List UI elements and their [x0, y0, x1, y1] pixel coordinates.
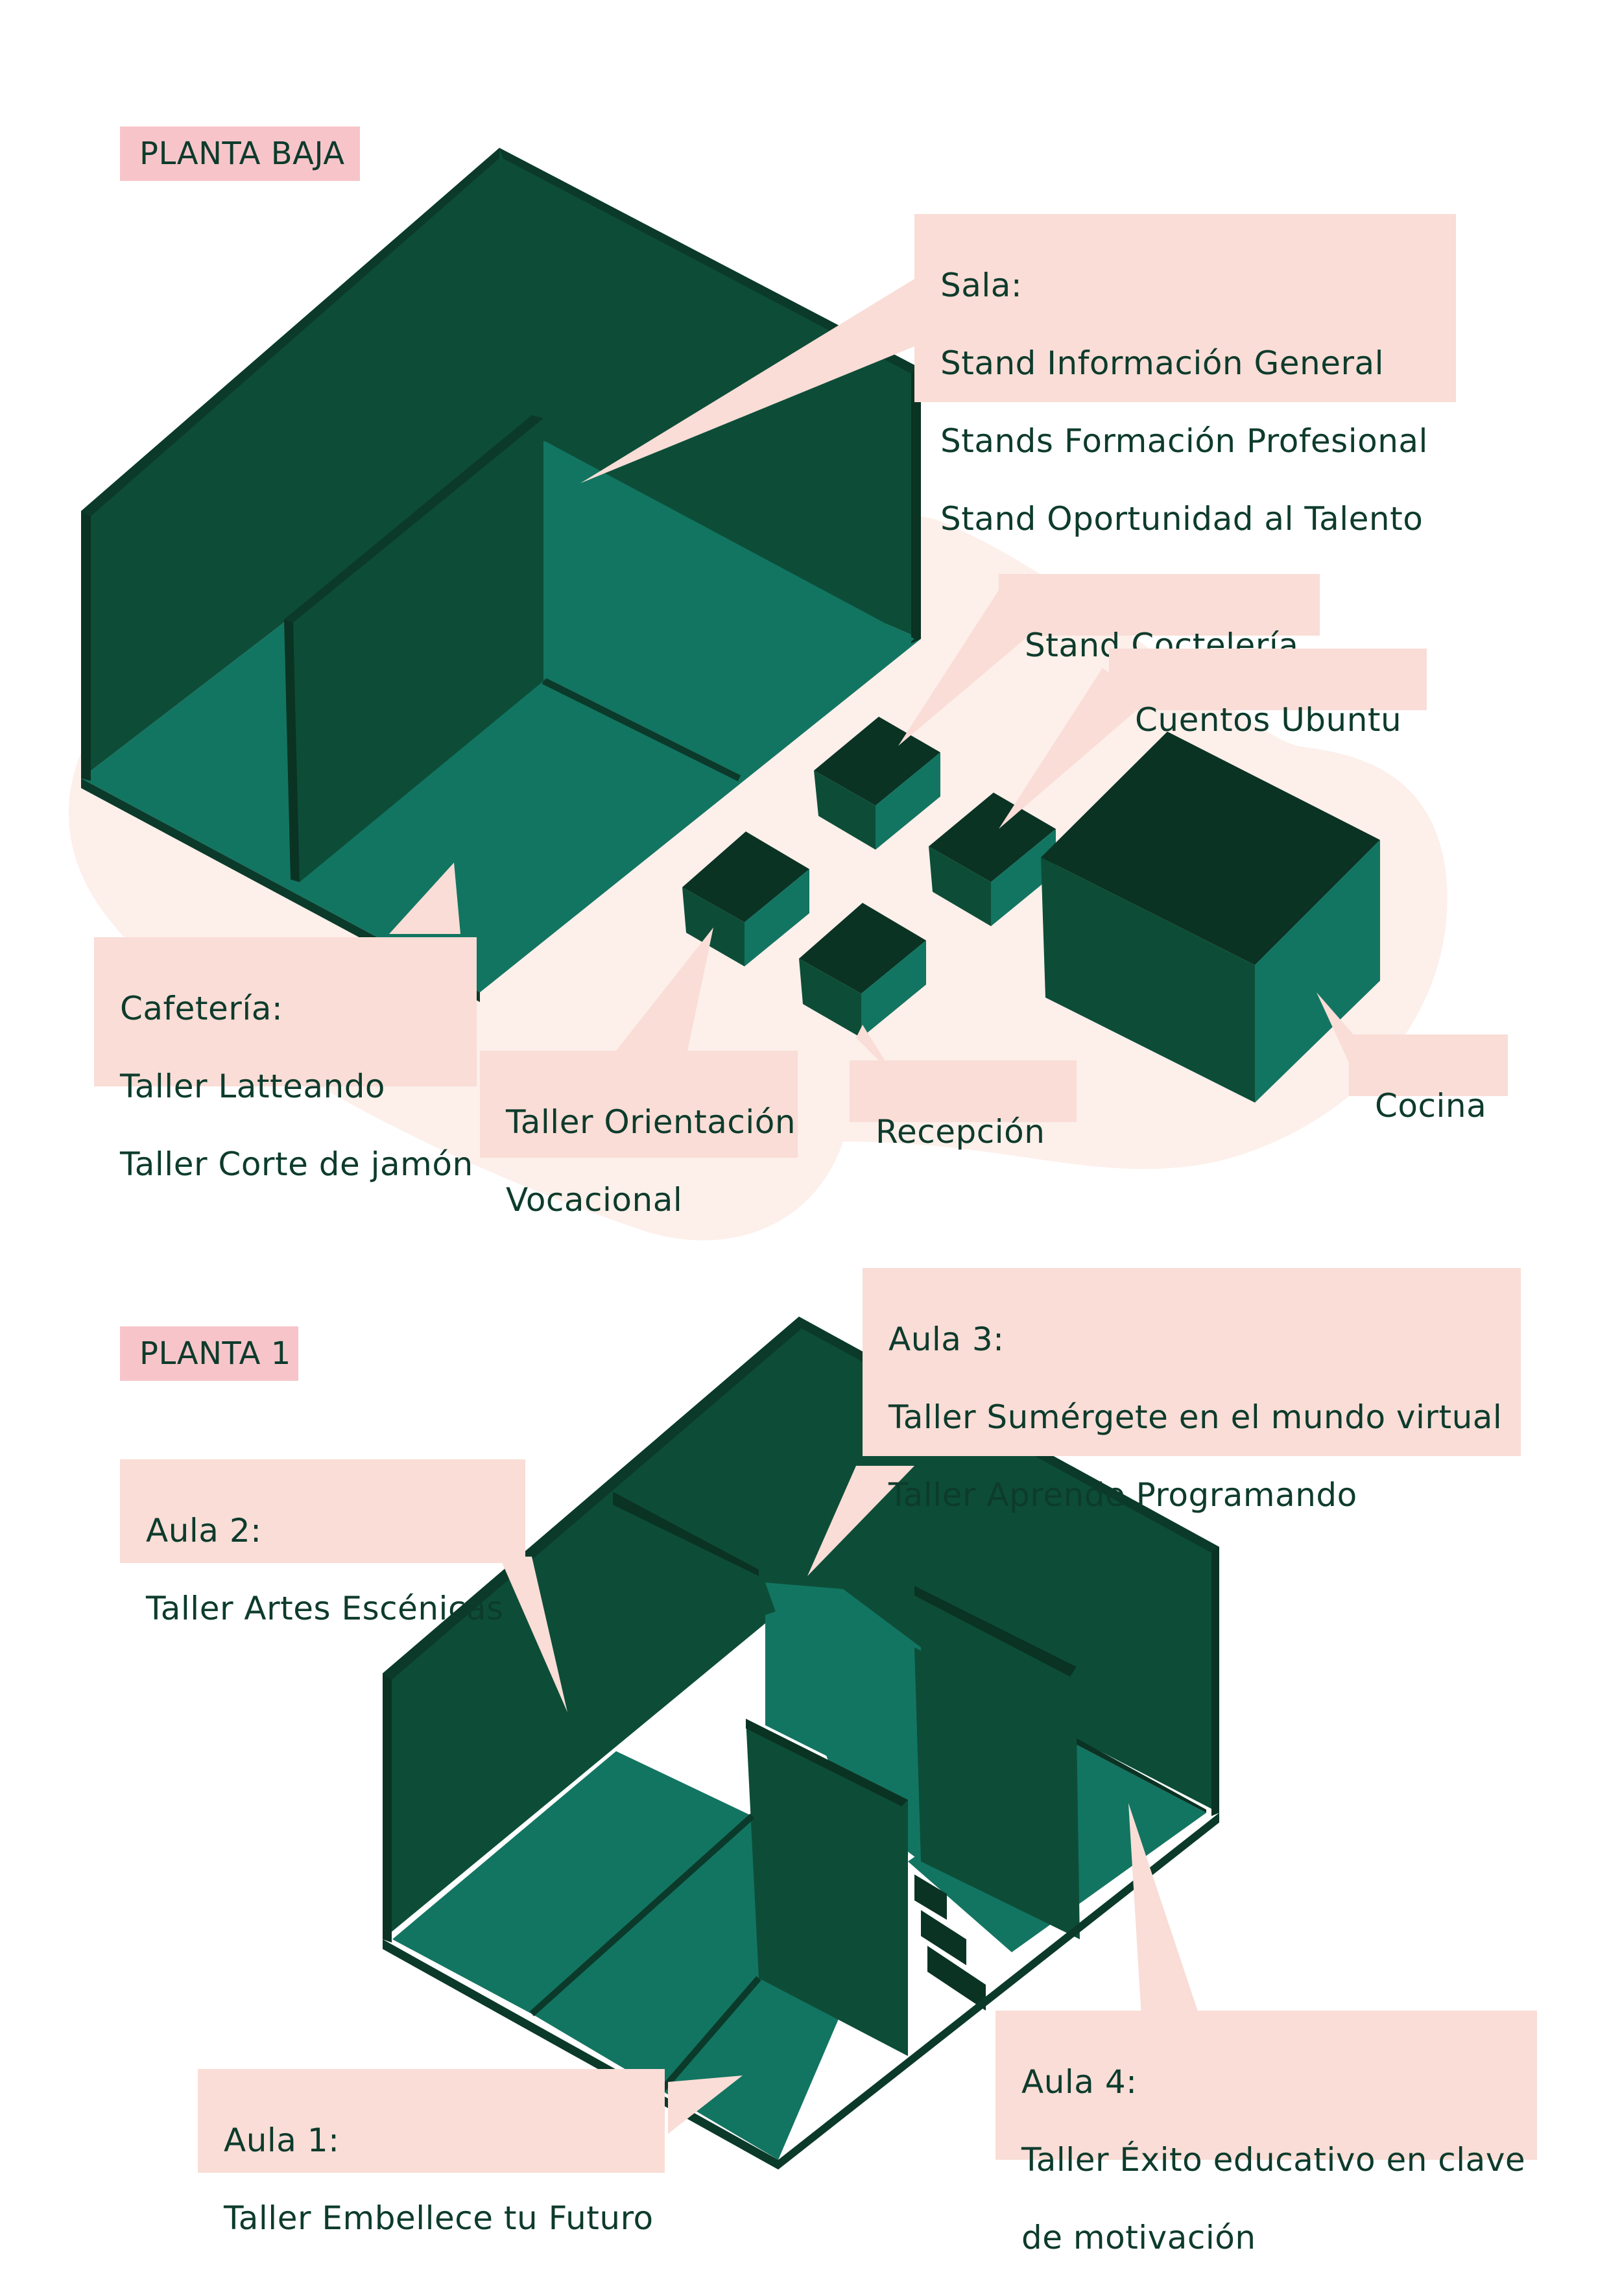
p1-stairs	[914, 1874, 986, 2011]
cafeteria-label-line: Taller Latteando	[120, 1068, 386, 1105]
ubuntu-label-line: Cuentos Ubuntu	[1135, 701, 1402, 739]
aula4-label-line: de motivación	[1021, 2219, 1256, 2256]
sala-left-wall-side	[81, 511, 91, 781]
recepcion-cube	[799, 903, 926, 1038]
ubuntu-label: Cuentos Ubuntu	[1109, 649, 1427, 739]
p1-left-wall-edge	[383, 1317, 804, 1680]
cafeteria-callout-pointer	[389, 863, 460, 934]
aula3-label-line: Taller Sumérgete en el mundo virtual	[888, 1398, 1503, 1436]
sala-label: Sala: Stand Información General Stands F…	[914, 214, 1456, 538]
sala-label-line: Stand Información General	[940, 344, 1385, 382]
sala-left-wall-edge	[81, 148, 499, 516]
p1-wall-center-right	[914, 1647, 1080, 1939]
p1-bottom-edge-right	[778, 1813, 1219, 2170]
sala-label-line: Sala:	[940, 267, 1023, 304]
cocina-label-line: Cocina	[1375, 1087, 1487, 1125]
orientacion-callout-pointer	[616, 927, 713, 1051]
p1-right-wall-side	[1211, 1547, 1219, 1816]
p1-wall-center-left	[746, 1719, 908, 2056]
sala-label-line: Stand Oportunidad al Talento	[940, 500, 1424, 538]
cafeteria-label-line: Taller Corte de jamón	[120, 1145, 473, 1183]
p1-wall-center-left-top	[746, 1719, 908, 1806]
sala-callout-pointer	[580, 279, 921, 483]
sala-right-inner-wall	[545, 441, 914, 778]
aula4-label-line: Taller Éxito educativo en clave	[1021, 2141, 1526, 2179]
partition-side-edge	[284, 619, 300, 882]
cocteleria-label: Stand Coctelería	[999, 574, 1320, 664]
aula3-label-line: Aula 3:	[888, 1321, 1005, 1358]
stand-cocteleria-cube	[814, 717, 940, 850]
aula1-label-line: Taller Embellece tu Futuro	[224, 2199, 654, 2237]
orientacion-label: Taller Orientación Vocacional	[480, 1051, 798, 1219]
aula1-callout-pointer	[668, 2075, 743, 2134]
p1-wall-center-right-top	[914, 1586, 1077, 1677]
p1-floor-seam-2	[652, 1976, 761, 2101]
p1-wall-aula2-divider	[613, 1492, 759, 1576]
aula2-callout-pointer	[499, 1557, 567, 1712]
recepcion-label: Recepción	[850, 1060, 1077, 1151]
p1-left-back-wall	[383, 1317, 799, 1939]
aula2-label: Aula 2: Taller Artes Escénicas	[120, 1459, 525, 1627]
orientacion-label-line: Vocacional	[506, 1181, 683, 1219]
aula3-label-line: Taller Aprende Programando	[888, 1476, 1357, 1514]
p1-floor-seam-1	[529, 1813, 755, 2016]
p1-floor-aula1	[392, 1751, 752, 2014]
first-floor-tag: PLANTA 1	[120, 1326, 298, 1381]
cocina-cube	[1041, 732, 1380, 1103]
ground-floor-tag: PLANTA BAJA	[120, 126, 360, 181]
aula4-label-line: Aula 4:	[1021, 2063, 1138, 2101]
aula1-label: Aula 1: Taller Embellece tu Futuro	[198, 2069, 665, 2237]
cafeteria-label-line: Cafetería:	[120, 990, 283, 1027]
aula3-callout-pointer	[807, 1466, 914, 1576]
aula1-label-line: Aula 1:	[224, 2122, 340, 2159]
p1-wall-center-cube-front	[765, 1589, 921, 1803]
sala-corner-line	[543, 678, 741, 782]
sala-right-wall-side	[911, 368, 921, 643]
partition-front-face	[292, 418, 543, 882]
partition-top-edge	[284, 415, 543, 623]
sala-right-wall-edge	[499, 148, 921, 379]
sala-right-back-wall	[499, 148, 921, 639]
recepcion-label-line: Recepción	[876, 1113, 1045, 1151]
aula4-label: Aula 4: Taller Éxito educativo en clave …	[995, 2011, 1537, 2256]
p1-left-wall-side	[383, 1673, 392, 1943]
p1-wall-aula4-left	[1077, 1738, 1206, 1813]
cocina-label: Cocina	[1349, 1034, 1508, 1125]
aula2-label-line: Taller Artes Escénicas	[146, 1590, 504, 1627]
aula3-label: Aula 3: Taller Sumérgete en el mundo vir…	[863, 1268, 1521, 1514]
cafeteria-label: Cafetería: Taller Latteando Taller Corte…	[94, 937, 477, 1183]
sala-label-line: Stands Formación Profesional	[940, 422, 1428, 460]
aula4-callout-pointer	[1128, 1803, 1200, 2017]
cuentos-ubuntu-cube	[929, 793, 1056, 926]
orientacion-label-line: Taller Orientación	[506, 1103, 796, 1141]
orientacion-cube	[682, 831, 809, 966]
aula2-label-line: Aula 2:	[146, 1512, 262, 1549]
sala-left-back-wall	[81, 148, 499, 778]
